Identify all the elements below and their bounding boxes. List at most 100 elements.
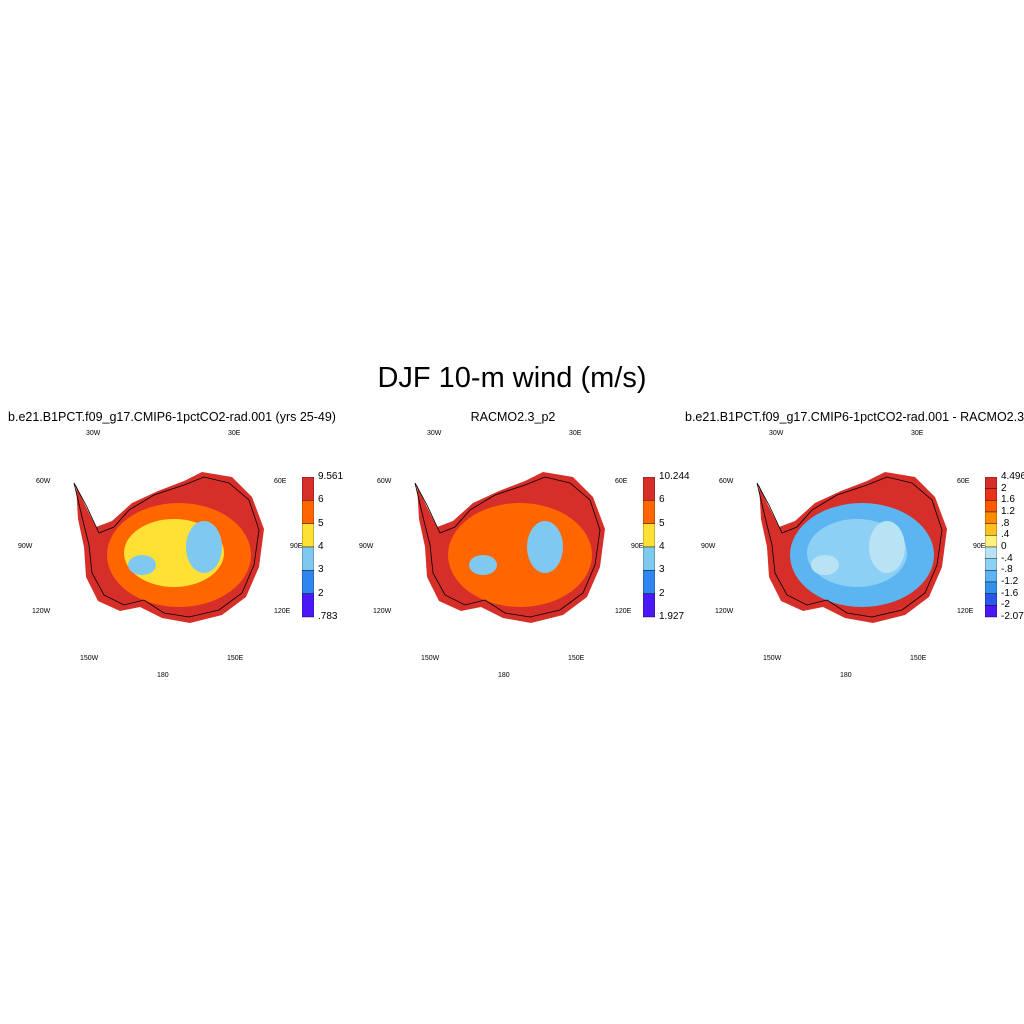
colorbar-swatches <box>301 476 315 618</box>
longitude-label-e120: 120E <box>957 608 974 615</box>
longitude-label-w90: 90W <box>701 543 716 550</box>
longitude-label-s180: 180 <box>498 672 510 679</box>
longitude-label-w30: 30W <box>86 430 101 437</box>
colorbar-swatch <box>301 570 315 594</box>
colorbar-level-label: 1.6 <box>1001 494 1015 506</box>
colorbar-level-label: -1.6 <box>1001 587 1019 599</box>
colorbar-level-label: 6 <box>659 494 665 506</box>
colorbar-level-label: -2 <box>1001 599 1010 611</box>
colorbar-level-label: 4 <box>659 541 665 552</box>
colorbar-swatch <box>301 593 315 618</box>
colorbar-swatch <box>301 546 315 571</box>
colorbar-level-label: 3 <box>659 564 665 576</box>
longitude-label-e30: 30E <box>569 430 582 437</box>
coastline <box>414 476 601 618</box>
longitude-label-w120: 120W <box>715 608 734 615</box>
colorbar-level-label: 2 <box>659 587 665 599</box>
longitude-label-e90: 90E <box>631 543 644 550</box>
longitude-label-w60: 60W <box>36 478 51 485</box>
colorbar-swatch <box>984 476 998 489</box>
wind-field-accent-east <box>186 521 222 573</box>
colorbar-swatches <box>984 476 998 618</box>
longitude-label-e120: 120E <box>274 608 291 615</box>
colorbar-swatch <box>642 546 656 571</box>
wind-field-accent-west <box>469 555 497 575</box>
longitude-label-w30: 30W <box>769 430 784 437</box>
longitude-label-e150: 150E <box>910 655 927 662</box>
colorbar-swatch <box>642 523 656 548</box>
colorbar-min-label: -2.076 <box>1001 611 1024 622</box>
colorbar-max-label: 10.244 <box>659 471 690 482</box>
longitude-label-s180: 180 <box>157 672 169 679</box>
colorbar-swatch <box>984 500 998 513</box>
longitude-label-e60: 60E <box>274 478 287 485</box>
colorbar-swatch <box>984 511 998 524</box>
antarctica-map <box>414 472 605 623</box>
longitude-label-e60: 60E <box>957 478 970 485</box>
colorbar-min-label: .783 <box>318 611 338 622</box>
wind-field-accent-east <box>527 521 563 573</box>
coastline <box>73 476 260 618</box>
longitude-label-e150: 150E <box>568 655 585 662</box>
colorbar-level-label: 0 <box>1001 541 1007 552</box>
wind-field-accent-west <box>811 555 839 575</box>
colorbar: 10.244 6 5 4 3 2 1.927 <box>642 471 690 624</box>
colorbar-min-label: 1.927 <box>659 611 685 622</box>
colorbar-level-label: -1.2 <box>1001 576 1019 587</box>
colorbar-swatch <box>301 476 315 501</box>
longitude-label-e90: 90E <box>290 543 303 550</box>
colorbar-level-label: 5 <box>659 517 665 529</box>
wind-field-accent-west <box>128 555 156 575</box>
colorbar-swatch <box>642 593 656 618</box>
colorbar: 9.561 6 5 4 3 2 .783 <box>301 471 343 624</box>
colorbar-swatch <box>984 570 998 583</box>
colorbar-level-label: 1.2 <box>1001 506 1015 517</box>
colorbar-swatch <box>301 523 315 548</box>
colorbar-level-label: 3 <box>318 564 324 576</box>
longitude-label-w150: 150W <box>763 655 782 662</box>
longitude-label-w90: 90W <box>359 543 374 550</box>
colorbar-swatches <box>642 476 656 618</box>
longitude-label-s180: 180 <box>840 672 852 679</box>
colorbar-level-label: 6 <box>318 494 324 506</box>
longitude-label-w150: 150W <box>80 655 99 662</box>
longitude-label-e60: 60E <box>615 478 628 485</box>
longitude-label-e30: 30E <box>228 430 241 437</box>
colorbar-level-label: .4 <box>1001 529 1010 541</box>
longitude-label-e120: 120E <box>615 608 632 615</box>
colorbar-max-label: 9.561 <box>318 471 344 482</box>
colorbar-swatch <box>984 546 998 559</box>
colorbar-swatch <box>984 535 998 548</box>
colorbar-swatch <box>984 558 998 571</box>
longitude-label-w60: 60W <box>719 478 734 485</box>
colorbar-level-label: .8 <box>1001 517 1010 529</box>
longitude-label-w90: 90W <box>18 543 33 550</box>
map-panel-1: b.e21.B1PCT.f09_g17.CMIP6-1pctCO2-rad.00… <box>2 405 343 695</box>
longitude-label-e90: 90E <box>973 543 986 550</box>
longitude-label-w30: 30W <box>427 430 442 437</box>
colorbar-level-label: 5 <box>318 517 324 529</box>
panel-title: RACMO2.3_p2 <box>470 410 556 424</box>
map-panel-2: RACMO2.3_p2 30W 30E 60W 60E 90W 90E 120W 120E 150… <box>343 405 690 695</box>
panel-title: b.e21.B1PCT.f09_g17.CMIP6-1pctCO2-rad.00… <box>8 410 336 424</box>
figure-title: DJF 10-m wind (m/s) <box>377 362 647 394</box>
antarctica-map <box>756 472 947 623</box>
coastline <box>756 476 943 618</box>
colorbar-swatch <box>301 500 315 524</box>
colorbar-level-label: 2 <box>1001 482 1007 494</box>
colorbar-swatch <box>984 605 998 618</box>
colorbar-level-label: -.8 <box>1001 564 1013 576</box>
colorbar-level-label: 4 <box>318 541 324 552</box>
colorbar-swatch <box>984 593 998 606</box>
colorbar-max-label: 4.496 <box>1001 471 1024 482</box>
colorbar-level-label: 2 <box>318 587 324 599</box>
wind-field-accent-east <box>869 521 905 573</box>
colorbar-swatch <box>984 488 998 501</box>
colorbar-level-label: -.4 <box>1001 552 1013 564</box>
longitude-label-w60: 60W <box>377 478 392 485</box>
longitude-label-w120: 120W <box>32 608 51 615</box>
longitude-label-w120: 120W <box>373 608 392 615</box>
longitude-label-e150: 150E <box>227 655 244 662</box>
colorbar-swatch <box>984 523 998 536</box>
